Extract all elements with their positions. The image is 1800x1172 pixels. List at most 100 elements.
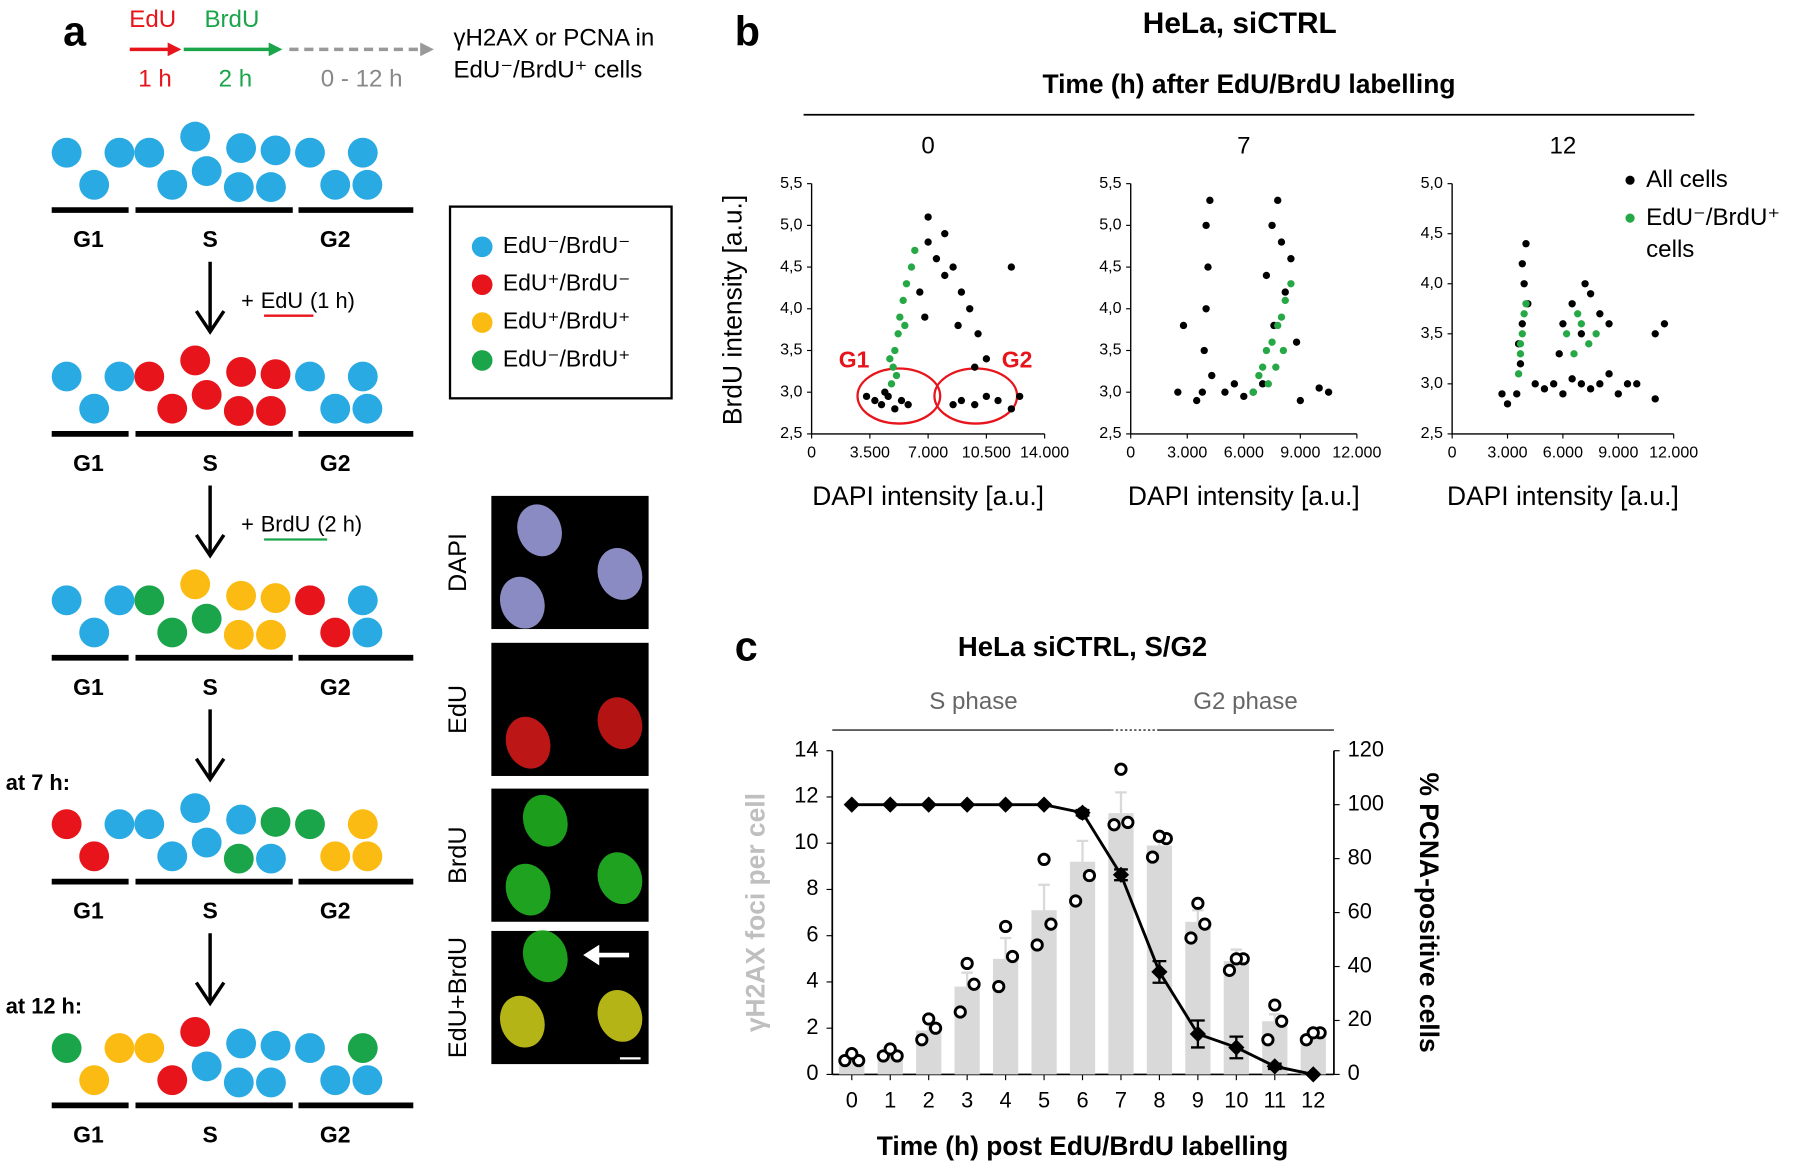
point [1520,310,1528,318]
y2-axis-label: % PCNA-positive cells [1414,773,1444,1053]
point [1279,346,1288,355]
nucleus [522,794,568,847]
replicate-point [960,956,974,971]
image-label: EdU [444,685,472,734]
error-bar [961,971,973,987]
point [1287,280,1295,288]
point [1174,388,1182,396]
x-tick-label: 4 [1000,1088,1012,1113]
point [1179,321,1188,330]
step-text: + [241,512,254,537]
replicate-point [845,1047,859,1061]
point [1614,390,1622,398]
legend-swatch [471,350,493,371]
y-tick-label: 4,5 [780,257,802,275]
x-tick-label: 7.000 [908,444,948,462]
replicate-point [915,1033,929,1047]
error-bar [1115,791,1127,814]
replicate-point [1044,917,1058,931]
point [1581,280,1589,288]
x-tick-label: 5 [1038,1088,1050,1113]
cell [157,169,188,200]
cell [180,345,211,376]
x-tick-label: 6 [1076,1088,1088,1113]
plot-title: 0 [921,132,934,159]
point [924,213,932,221]
point [1268,338,1276,346]
cell [295,585,325,616]
cell [347,361,378,392]
legend-swatch [471,274,493,296]
point [894,330,902,338]
point [1559,320,1567,328]
point [871,396,879,405]
point [1586,385,1595,393]
point [1562,330,1571,338]
plot-title: 7 [1237,132,1250,159]
point [1550,380,1558,388]
point [899,296,907,305]
y-tick-label: 8 [806,875,818,900]
cell [191,827,222,858]
line-marker [959,796,976,813]
y-tick-label: 5,0 [1099,216,1121,234]
replicate-point [1306,1026,1320,1040]
point [957,288,966,296]
y-tick-label: 5,0 [1421,174,1443,192]
line-marker [1305,1066,1322,1083]
y-axis-label: BrdU intensity [a.u.] [718,195,748,425]
line-marker [1035,796,1053,813]
step-label: + BrdU (2 h) [241,512,362,537]
replicate-point [1184,931,1198,945]
point [1277,313,1286,321]
point [896,313,904,321]
point [1262,271,1271,280]
point [957,396,966,405]
phase-label: S [202,226,217,252]
replicate-point [1275,1014,1289,1028]
line-marker [1151,963,1168,981]
point [1268,221,1276,230]
nucleus [505,863,551,916]
cell [79,841,110,872]
line-marker [1189,1025,1206,1043]
cell [79,617,110,648]
pointer-head [583,944,600,966]
cell [51,1033,82,1063]
point [1281,296,1289,305]
chart-title: HeLa siCTRL, S/G2 [958,631,1207,662]
point [1272,363,1280,371]
line-marker [1266,1058,1283,1075]
phase-label: S [202,898,217,924]
point [1503,400,1512,408]
arrow-head [167,42,182,57]
bar [992,958,1019,1075]
cell [256,619,286,650]
cell [256,396,286,426]
cell [295,809,325,840]
replicate-point [1082,868,1097,883]
point [1193,396,1201,405]
phase-label: S [202,1121,217,1147]
error-bar [1076,839,1089,862]
point [1660,320,1669,328]
legend-entry: EdU⁻/BrdU⁺ cells [1646,204,1780,263]
y-tick-label: 4,0 [780,299,802,317]
x-tick-label: 0 [1448,444,1457,462]
arrow-head [268,42,283,57]
cell [104,585,135,616]
cell [134,361,165,392]
point [1585,340,1593,348]
x-tick-label: 3.000 [1167,444,1207,462]
x-tick-label: 10 [1224,1088,1248,1113]
x-axis-label: DAPI intensity [a.u.] [812,481,1044,511]
y-tick-label: 3,5 [780,341,802,359]
cell [180,569,211,600]
cell [79,393,110,424]
point [1592,330,1600,338]
cell [320,1065,351,1096]
point [891,346,899,355]
chart-subtitle: Time (h) after EdU/BrdU labelling [1042,69,1455,99]
point [1007,405,1016,413]
line-marker [843,796,860,813]
